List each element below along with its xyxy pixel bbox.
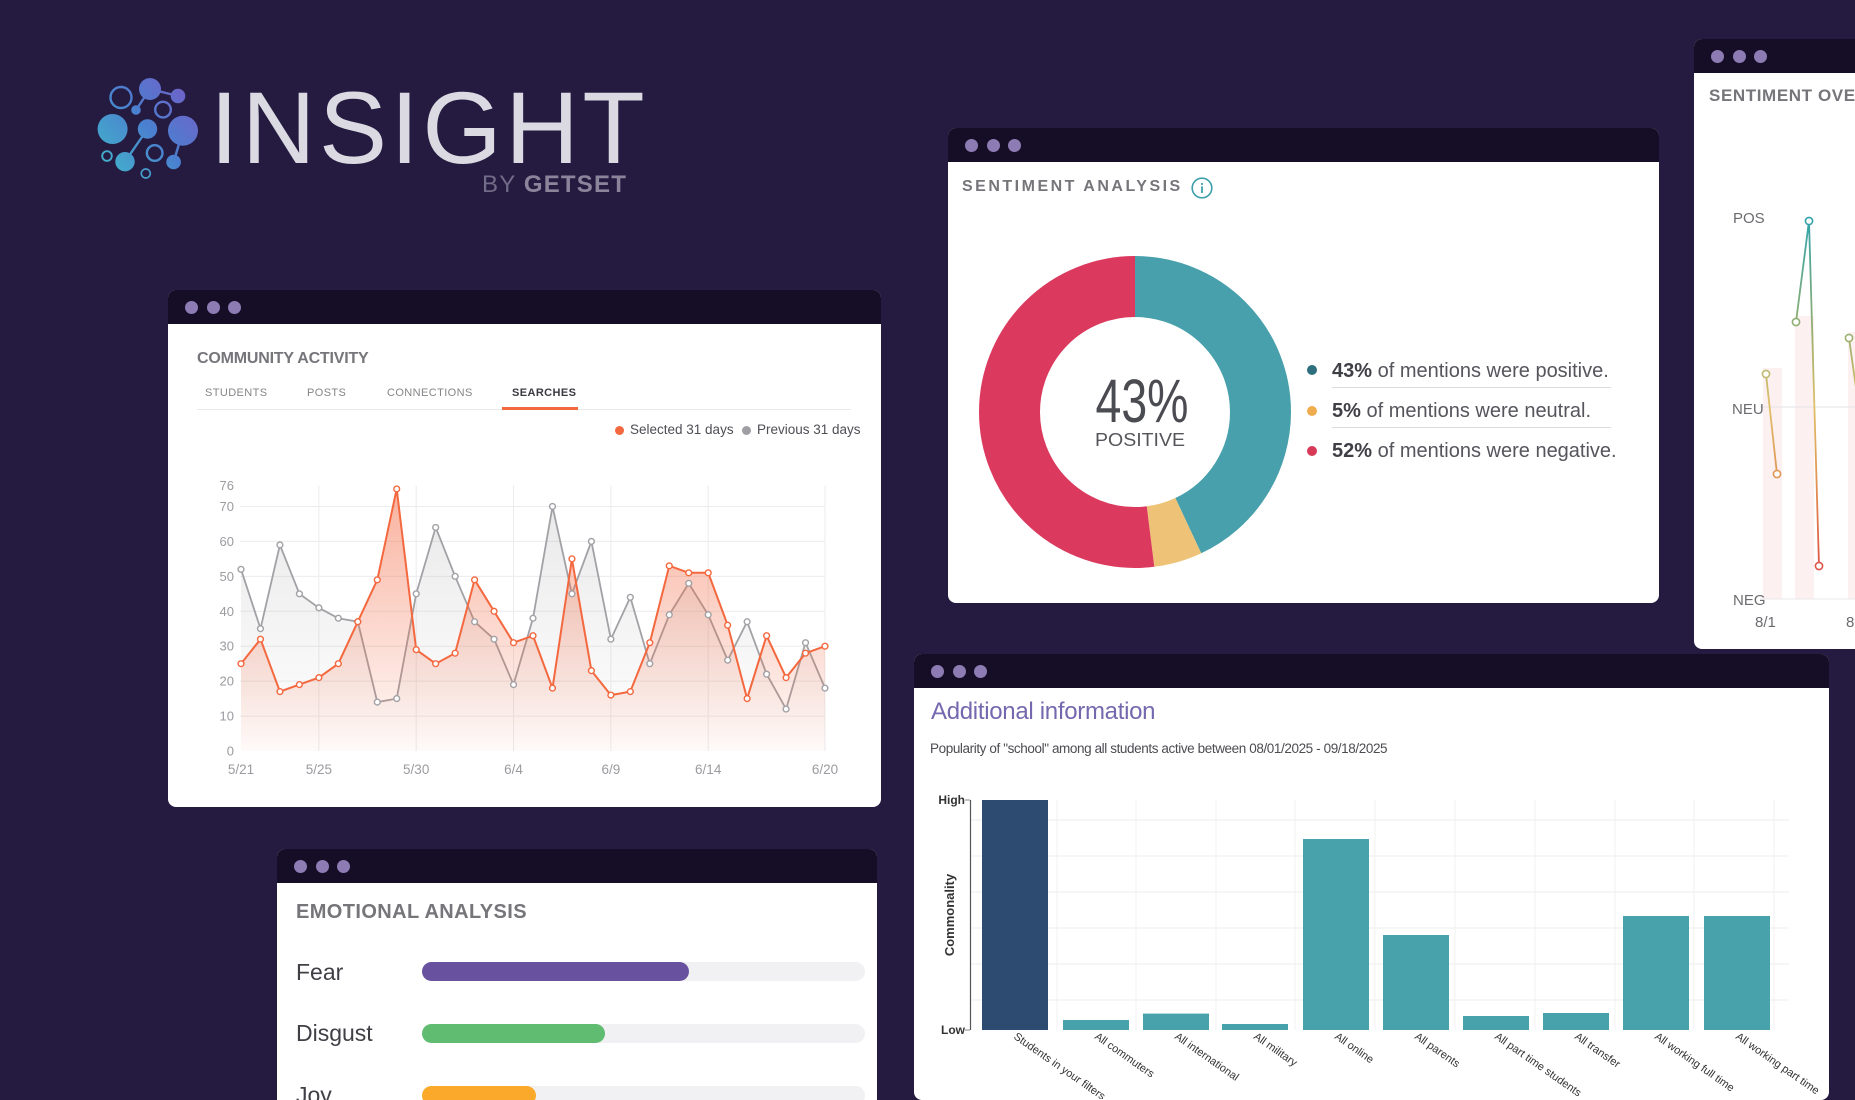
svg-text:50: 50: [220, 569, 234, 584]
svg-text:5/30: 5/30: [403, 762, 429, 777]
svg-text:Low: Low: [941, 1023, 966, 1037]
svg-text:6/4: 6/4: [504, 762, 523, 777]
svg-text:43%: 43%: [1096, 367, 1189, 435]
svg-text:6/14: 6/14: [695, 762, 722, 777]
svg-text:60: 60: [220, 534, 234, 549]
svg-text:POSITIVE: POSITIVE: [1095, 429, 1185, 450]
svg-text:20: 20: [220, 674, 234, 689]
svg-text:All working full time: All working full time: [1652, 1031, 1736, 1095]
svg-text:8/1: 8/1: [1755, 614, 1776, 631]
svg-text:NEU: NEU: [1732, 401, 1764, 418]
svg-text:All transfer: All transfer: [1572, 1031, 1622, 1071]
svg-text:30: 30: [220, 639, 234, 654]
svg-text:6/20: 6/20: [812, 762, 838, 777]
svg-text:Commonality: Commonality: [942, 873, 957, 956]
svg-text:76: 76: [220, 478, 234, 493]
svg-text:NEG: NEG: [1733, 592, 1766, 609]
svg-text:All online: All online: [1332, 1031, 1375, 1066]
svg-text:5/25: 5/25: [306, 762, 332, 777]
svg-text:6/9: 6/9: [601, 762, 620, 777]
svg-text:High: High: [938, 793, 965, 807]
svg-text:POS: POS: [1733, 210, 1765, 227]
svg-text:All international: All international: [1172, 1031, 1240, 1084]
svg-text:40: 40: [220, 604, 234, 619]
svg-text:8: 8: [1846, 614, 1854, 631]
svg-text:All commuters: All commuters: [1092, 1031, 1156, 1081]
svg-text:0: 0: [227, 744, 234, 759]
svg-text:All part time students: All part time students: [1492, 1031, 1583, 1099]
svg-text:All parents: All parents: [1412, 1031, 1462, 1071]
svg-text:5/21: 5/21: [228, 762, 254, 777]
svg-text:All military: All military: [1251, 1031, 1299, 1070]
svg-text:70: 70: [220, 499, 234, 514]
svg-text:10: 10: [220, 709, 234, 724]
svg-text:All working part time: All working part time: [1733, 1031, 1821, 1098]
